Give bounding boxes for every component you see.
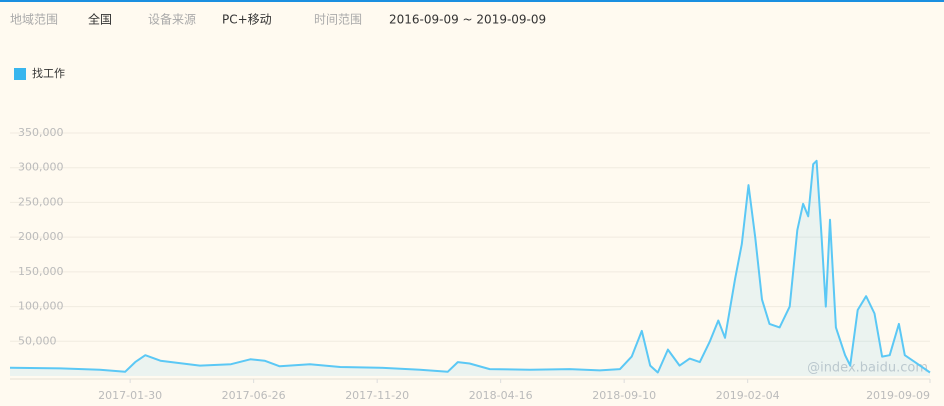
y-tick-label: 150,000 bbox=[18, 265, 64, 278]
x-tick-label: 2019-02-04 bbox=[716, 389, 780, 402]
filter-value[interactable]: 2016-09-09 ~ 2019-09-09 bbox=[389, 13, 546, 27]
y-tick-label: 350,000 bbox=[18, 126, 64, 139]
y-tick-label: 200,000 bbox=[18, 230, 64, 243]
x-tick-label: 2018-09-10 bbox=[592, 389, 656, 402]
x-tick-label: 2017-06-26 bbox=[222, 389, 286, 402]
filter-value[interactable]: PC+移动 bbox=[222, 13, 272, 27]
y-tick-label: 300,000 bbox=[18, 161, 64, 174]
y-tick-label: 250,000 bbox=[18, 195, 64, 208]
legend-label[interactable]: 找工作 bbox=[32, 66, 65, 80]
x-tick-label: 2018-04-16 bbox=[469, 389, 533, 402]
area-fill bbox=[10, 160, 930, 376]
watermark: @index.baidu.com bbox=[807, 361, 928, 376]
y-tick-label: 100,000 bbox=[18, 300, 64, 313]
x-tick-label: 2017-01-30 bbox=[98, 389, 162, 402]
x-tick-label: 2019-09-09 bbox=[866, 389, 930, 402]
legend-swatch bbox=[14, 68, 26, 80]
filter-label: 时间范围 bbox=[314, 13, 362, 27]
filter-value[interactable]: 全国 bbox=[88, 12, 112, 27]
filter-label: 设备来源 bbox=[148, 13, 196, 27]
line bbox=[9, 159, 931, 374]
x-tick-label: 2017-11-20 bbox=[345, 389, 409, 402]
y-tick-label: 50,000 bbox=[18, 334, 57, 347]
filter-label: 地域范围 bbox=[10, 13, 58, 27]
